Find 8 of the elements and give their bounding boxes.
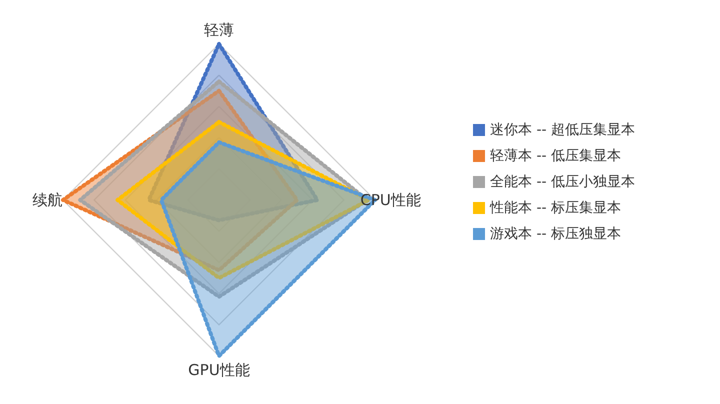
spoke-label: GPU性能	[188, 361, 250, 380]
legend-label: 性能本 -- 标压集显本	[489, 200, 622, 216]
legend-label: 轻薄本 -- 低压集显本	[490, 148, 622, 164]
legend-label: 游戏本 -- 标压独显本	[490, 226, 622, 242]
legend-label: 迷你本 -- 超低压集显本	[490, 122, 636, 138]
legend-label: 全能本 -- 低压小独显本	[490, 174, 636, 190]
spoke-label: 轻薄	[204, 20, 234, 39]
spoke-label: 续航	[32, 191, 62, 209]
